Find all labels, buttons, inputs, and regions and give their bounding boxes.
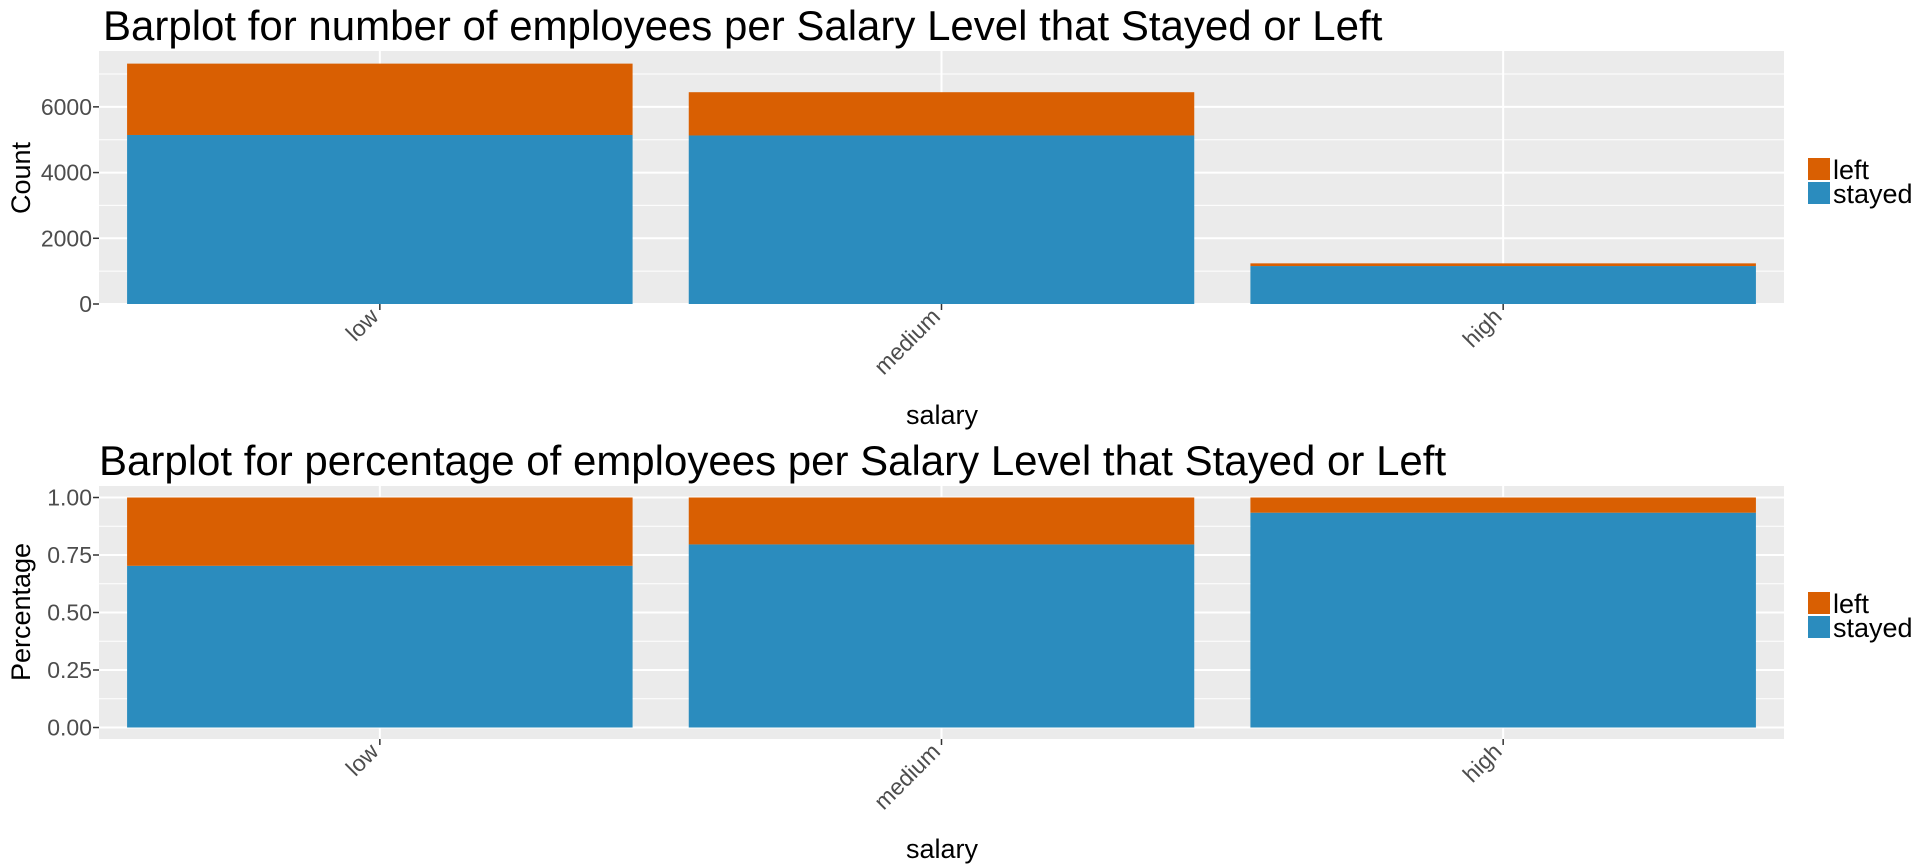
y-tick-label: 0.50 xyxy=(47,600,92,626)
y-axis-title: Count xyxy=(6,141,36,214)
y-axis-ticks: 0 2000 4000 6000 xyxy=(41,94,99,317)
legend: left stayed xyxy=(1808,589,1913,643)
y-tick-label: 2000 xyxy=(41,225,92,251)
legend-label-left: left xyxy=(1833,155,1870,185)
y-axis-title: Percentage xyxy=(6,543,36,681)
y-tick-label: 6000 xyxy=(41,94,92,120)
legend-label-left: left xyxy=(1833,589,1870,619)
bar-left-medium xyxy=(688,92,1195,136)
bar-stayed-medium xyxy=(688,544,1195,728)
bar-left-high xyxy=(1250,263,1756,267)
bar-left-medium xyxy=(688,497,1195,545)
legend-label-stayed: stayed xyxy=(1833,613,1913,643)
count-chart: Barplot for number of employees per Sala… xyxy=(6,2,1913,430)
y-tick-label: 1.00 xyxy=(47,485,92,511)
bars xyxy=(127,497,1756,728)
x-axis-title: salary xyxy=(906,834,979,864)
y-tick-label: 0.25 xyxy=(47,657,92,683)
y-tick-label: 0.75 xyxy=(47,542,92,568)
legend-label-stayed: stayed xyxy=(1833,179,1913,209)
legend-swatch-stayed xyxy=(1808,182,1830,204)
bar-left-low xyxy=(127,63,633,135)
bar-stayed-low xyxy=(127,134,633,304)
bar-stayed-low xyxy=(127,565,633,728)
bar-left-high xyxy=(1250,497,1756,513)
legend-swatch-stayed xyxy=(1808,616,1830,638)
bar-stayed-high xyxy=(1250,266,1756,304)
chart-title: Barplot for percentage of employees per … xyxy=(99,437,1446,484)
bar-stayed-high xyxy=(1250,512,1756,728)
legend-swatch-left xyxy=(1808,592,1830,614)
y-tick-label: 0 xyxy=(79,291,92,317)
legend-swatch-left xyxy=(1808,158,1830,180)
bar-stayed-medium xyxy=(688,135,1195,304)
bar-left-low xyxy=(127,497,633,566)
percentage-chart: Barplot for percentage of employees per … xyxy=(6,437,1913,864)
chart-title: Barplot for number of employees per Sala… xyxy=(103,2,1383,49)
y-tick-label: 4000 xyxy=(41,160,92,186)
y-axis-ticks: 0.00 0.25 0.50 0.75 1.00 xyxy=(47,485,99,741)
x-axis-title: salary xyxy=(906,400,979,430)
y-tick-label: 0.00 xyxy=(47,715,92,741)
bars xyxy=(127,63,1756,304)
legend: left stayed xyxy=(1808,155,1913,209)
